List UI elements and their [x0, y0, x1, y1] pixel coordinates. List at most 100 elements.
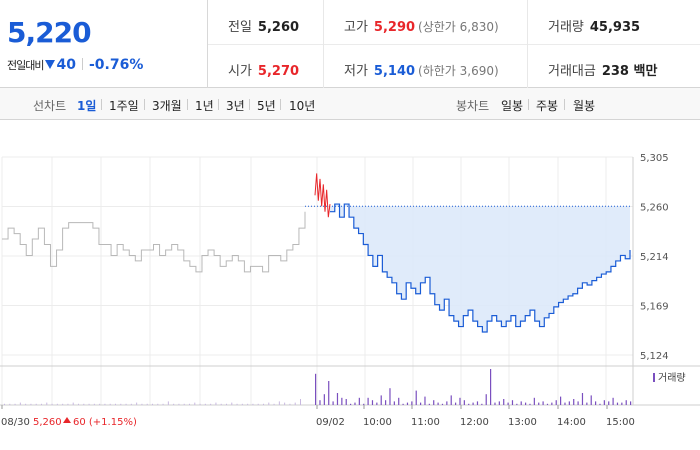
volume-bar	[130, 403, 132, 405]
volume-bar	[608, 401, 610, 405]
volume-bar	[189, 403, 190, 405]
volume-bar	[341, 397, 343, 405]
tab-3-months[interactable]: 3개월	[152, 99, 182, 113]
volume-bar	[546, 403, 549, 405]
volume-bar	[210, 403, 212, 405]
stat-label: 저가	[344, 64, 368, 79]
volume-bar	[78, 403, 79, 405]
volume-bar	[455, 402, 457, 405]
volume-bar	[472, 402, 474, 405]
down-triangle-icon	[45, 60, 56, 69]
x-tick-label: 08/30	[1, 417, 30, 428]
divider	[208, 44, 700, 45]
volume-bar	[446, 401, 448, 405]
y-tick-label: 5,169	[640, 302, 669, 313]
tab-3-years[interactable]: 3년	[226, 99, 245, 113]
volume-bar	[332, 401, 334, 405]
volume-bar	[586, 402, 588, 405]
stat-label: 거래량	[548, 20, 584, 35]
volume-bar	[363, 403, 365, 405]
volume-bar	[525, 402, 527, 405]
volume-bar	[481, 403, 483, 405]
y-tick-label: 5,124	[640, 351, 669, 362]
tab-monthly[interactable]: 월봉	[573, 99, 596, 113]
volume-legend-swatch	[653, 373, 655, 382]
volume-bar	[376, 402, 378, 405]
volume-bar	[581, 393, 584, 405]
stat-value: 5,260	[257, 20, 300, 35]
volume-bar	[424, 396, 426, 405]
volume-bar	[141, 403, 143, 405]
stat-low: 저가 5,140 (하한가 3,690)	[344, 60, 499, 79]
volume-bar	[93, 403, 95, 405]
volume-bar	[621, 402, 623, 405]
below-prev-close-fill	[330, 204, 630, 333]
volume-legend: 거래량	[653, 372, 686, 384]
y-tick-label: 5,214	[640, 252, 669, 263]
stats-grid: 전일 5,260 시가 5,270 고가 5,290 (상한가 6,830) 저가 5,1…	[208, 0, 700, 88]
tab-1-day[interactable]: 1일	[77, 99, 97, 113]
intraday-chart[interactable]: 5,305 5,260 5,214 5,169 5,124 09/02 10:00 11:0…	[0, 121, 700, 450]
change-line: 전일대비 40 -0.76%	[7, 54, 143, 73]
volume-bar	[411, 401, 413, 405]
volume-bar	[146, 403, 148, 405]
volume-bar	[511, 400, 514, 405]
stats-column-1: 전일 5,260 시가 5,270	[208, 0, 324, 88]
tab-5-years[interactable]: 5년	[257, 99, 276, 113]
stat-high: 고가 5,290 (상한가 6,830)	[344, 16, 499, 35]
volume-bar	[30, 403, 32, 405]
tab-1-year[interactable]: 1년	[195, 99, 214, 113]
volume-bar	[67, 403, 69, 405]
divider	[101, 99, 102, 110]
y-tick-label: 5,305	[640, 153, 669, 164]
volume-bar	[433, 400, 435, 405]
volume-bar	[612, 397, 614, 405]
divider	[81, 58, 83, 70]
x-tick-label: 09/02	[316, 417, 345, 428]
volume-bar	[162, 403, 164, 405]
stats-column-3: 거래량 45,935 거래대금 238 백만	[528, 0, 700, 88]
volume-bar	[599, 403, 601, 405]
stat-value: 5,290	[373, 20, 416, 35]
divider	[249, 99, 250, 110]
volume-bar	[529, 403, 531, 405]
stat-label: 고가	[344, 20, 368, 35]
tab-10-years[interactable]: 10년	[289, 99, 316, 113]
volume-bar	[463, 400, 465, 405]
x-tick-label: 14:00	[557, 417, 586, 428]
volume-bar	[595, 401, 597, 405]
price-box: 5,220 전일대비 40 -0.76%	[0, 0, 208, 88]
volume-bar	[83, 403, 85, 405]
volume-bar	[371, 400, 374, 405]
tab-daily[interactable]: 일봉	[501, 99, 524, 113]
volume-bar	[350, 403, 352, 405]
stat-label: 거래대금	[548, 64, 596, 79]
volume-bar	[468, 403, 470, 405]
volume-bar	[520, 401, 522, 405]
current-price: 5,220	[7, 16, 92, 49]
volume-bar	[226, 403, 227, 405]
volume-bar	[345, 399, 347, 405]
divider	[528, 99, 529, 110]
volume-bar	[402, 403, 404, 405]
volume-bar	[4, 403, 5, 405]
volume-bar	[490, 369, 492, 405]
y-axis-labels: 5,305 5,260 5,214 5,169 5,124	[640, 153, 669, 362]
volume-bar	[220, 403, 222, 405]
volume-bar	[125, 403, 127, 405]
volume-bar	[9, 403, 11, 405]
volume-bar	[590, 395, 592, 405]
stat-label: 시가	[228, 64, 252, 79]
volume-bar	[603, 400, 605, 405]
tab-1-week[interactable]: 1주일	[109, 99, 139, 113]
volume-bar	[215, 402, 217, 405]
volume-bar	[625, 400, 627, 405]
divider	[564, 99, 565, 110]
x-tick-label: 11:00	[411, 417, 440, 428]
volume-bar	[476, 401, 479, 405]
volume-bar	[459, 397, 461, 405]
divider	[280, 99, 281, 110]
tab-weekly[interactable]: 주봉	[536, 99, 559, 113]
volume-bar	[252, 403, 254, 405]
volume-bar	[56, 403, 58, 405]
